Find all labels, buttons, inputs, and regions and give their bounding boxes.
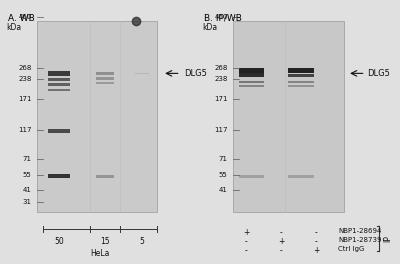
Text: 55: 55 xyxy=(219,172,228,178)
Text: IP: IP xyxy=(383,235,392,242)
Text: -: - xyxy=(245,237,247,246)
Bar xyxy=(239,85,264,87)
Text: +: + xyxy=(278,237,284,246)
Bar xyxy=(239,68,264,73)
Bar xyxy=(48,129,70,133)
Bar xyxy=(239,81,264,83)
Text: 171: 171 xyxy=(18,96,32,102)
Bar xyxy=(288,68,314,73)
Text: kDa: kDa xyxy=(202,23,217,32)
FancyBboxPatch shape xyxy=(37,21,157,212)
Text: +: + xyxy=(243,228,249,237)
Bar xyxy=(288,81,314,83)
Bar xyxy=(96,175,114,178)
Text: 41: 41 xyxy=(219,187,228,193)
Text: -: - xyxy=(280,228,282,237)
Bar xyxy=(48,78,70,81)
Text: 460: 460 xyxy=(214,14,228,20)
Bar xyxy=(239,175,264,178)
Text: +: + xyxy=(313,246,319,255)
Text: 268: 268 xyxy=(18,65,32,71)
FancyBboxPatch shape xyxy=(233,21,344,212)
Bar xyxy=(96,82,114,84)
Text: 238: 238 xyxy=(214,76,228,82)
Text: NBP1-28739: NBP1-28739 xyxy=(338,237,382,243)
Text: B. IP/WB: B. IP/WB xyxy=(204,14,242,23)
Bar xyxy=(48,83,70,86)
Text: 238: 238 xyxy=(18,76,32,82)
Text: -: - xyxy=(245,246,247,255)
Text: 71: 71 xyxy=(218,156,228,162)
Text: HeLa: HeLa xyxy=(90,249,109,258)
Text: 117: 117 xyxy=(18,127,32,133)
Text: DLG5: DLG5 xyxy=(368,69,390,78)
Text: 55: 55 xyxy=(23,172,32,178)
Bar xyxy=(288,74,314,77)
Text: 5: 5 xyxy=(140,237,144,246)
Bar xyxy=(288,175,314,178)
Text: kDa: kDa xyxy=(6,23,21,32)
Bar xyxy=(239,73,264,77)
Text: -: - xyxy=(314,228,317,237)
Bar xyxy=(96,72,114,75)
Text: 460: 460 xyxy=(18,14,32,20)
Text: DLG5: DLG5 xyxy=(184,69,207,78)
Text: 41: 41 xyxy=(23,187,32,193)
Bar xyxy=(135,73,149,74)
Text: 268: 268 xyxy=(214,65,228,71)
Text: -: - xyxy=(280,246,282,255)
Text: 117: 117 xyxy=(214,127,228,133)
Text: NBP1-28694: NBP1-28694 xyxy=(338,228,381,234)
Bar xyxy=(96,78,114,79)
Text: 171: 171 xyxy=(214,96,228,102)
Text: Ctrl IgG: Ctrl IgG xyxy=(338,246,364,252)
Text: 50: 50 xyxy=(54,237,64,246)
Text: 31: 31 xyxy=(22,199,32,205)
Bar xyxy=(48,89,70,91)
Bar xyxy=(48,174,70,178)
Text: 15: 15 xyxy=(100,237,110,246)
Text: -: - xyxy=(314,237,317,246)
Bar xyxy=(288,85,314,87)
Text: 71: 71 xyxy=(22,156,32,162)
Bar xyxy=(48,71,70,76)
Text: A. WB: A. WB xyxy=(8,14,34,23)
